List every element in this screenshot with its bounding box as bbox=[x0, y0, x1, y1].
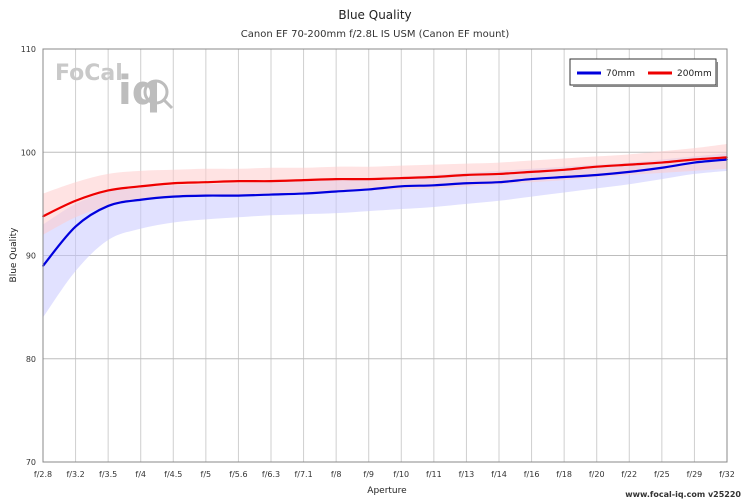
data-point-200mm bbox=[628, 163, 631, 166]
x-tick-label: f/6.3 bbox=[262, 470, 280, 479]
plot-frame bbox=[42, 48, 728, 463]
band-200mm bbox=[43, 143, 727, 235]
legend: 70mm 200mm bbox=[569, 58, 718, 87]
x-tick-label: f/2.8 bbox=[34, 470, 52, 479]
logo-iq-text: iq bbox=[118, 68, 160, 114]
y-tick-label: 80 bbox=[26, 355, 36, 364]
x-tick-label: f/11 bbox=[426, 470, 442, 479]
chart-title: Blue Quality bbox=[338, 8, 411, 22]
x-tick-label: f/4 bbox=[135, 470, 146, 479]
x-tick-label: f/3.5 bbox=[99, 470, 117, 479]
data-point-70mm bbox=[139, 198, 142, 201]
x-tick-label: f/16 bbox=[524, 470, 540, 479]
legend-shadow-bottom bbox=[573, 85, 718, 87]
series-line-200mm bbox=[42, 156, 728, 218]
data-point-70mm bbox=[563, 176, 566, 178]
data-point-200mm bbox=[139, 185, 142, 188]
data-point-200mm bbox=[432, 176, 435, 178]
data-point-200mm bbox=[367, 178, 370, 180]
data-point-70mm bbox=[172, 195, 175, 198]
y-tick-labels: 70 80 90 100 110 bbox=[21, 45, 36, 467]
data-point-70mm bbox=[628, 170, 631, 173]
x-axis-label: Aperture bbox=[367, 486, 407, 496]
logo-lens-handle bbox=[162, 98, 174, 110]
x-tick-label: f/32 bbox=[719, 470, 735, 479]
data-point-200mm bbox=[400, 177, 403, 179]
legend-label-70mm: 70mm bbox=[606, 69, 635, 79]
data-point-200mm bbox=[563, 168, 566, 171]
y-tick-label: 100 bbox=[21, 148, 36, 157]
y-tick-label: 70 bbox=[26, 458, 36, 467]
data-point-200mm bbox=[595, 165, 598, 168]
logo-lens-icon bbox=[143, 79, 169, 105]
data-point-200mm bbox=[660, 161, 663, 164]
series-line-70mm bbox=[42, 158, 728, 267]
data-point-200mm bbox=[74, 199, 77, 202]
x-tick-label: f/8 bbox=[331, 470, 342, 479]
data-point-70mm bbox=[302, 192, 305, 195]
data-point-200mm bbox=[693, 158, 696, 161]
x-tick-label: f/22 bbox=[621, 470, 637, 479]
x-tick-label: f/5.6 bbox=[229, 470, 247, 479]
data-point-200mm bbox=[530, 170, 533, 173]
x-tick-label: f/18 bbox=[556, 470, 572, 479]
data-point-200mm bbox=[237, 180, 240, 183]
data-point-70mm bbox=[400, 185, 403, 188]
x-tick-label: f/25 bbox=[654, 470, 670, 479]
y-axis-label: Blue Quality bbox=[9, 227, 19, 283]
x-tick-labels: f/2.8 f/3.2 f/3.5 f/4 f/4.5 f/5 f/5.6 f/6.3 f/7.… bbox=[34, 470, 735, 479]
data-point-70mm bbox=[432, 184, 435, 187]
x-tick-label: f/13 bbox=[459, 470, 475, 479]
data-point-200mm bbox=[465, 174, 468, 176]
y-tick-label: 90 bbox=[26, 252, 36, 261]
data-point-70mm bbox=[270, 193, 272, 196]
x-tick-label: f/14 bbox=[491, 470, 507, 479]
data-point-70mm bbox=[204, 194, 207, 197]
data-point-70mm bbox=[595, 174, 598, 176]
data-point-200mm bbox=[498, 173, 500, 175]
x-tick-label: f/20 bbox=[589, 470, 605, 479]
data-point-70mm bbox=[335, 190, 338, 193]
footer-watermark: www.focal-iq.com v25220 bbox=[625, 490, 741, 499]
data-point-70mm bbox=[465, 182, 468, 185]
focal-iq-logo: FoCal iq bbox=[55, 61, 174, 114]
confidence-bands bbox=[43, 143, 727, 318]
data-point-70mm bbox=[107, 205, 110, 207]
data-point-200mm bbox=[204, 181, 207, 184]
x-tick-label: f/7.1 bbox=[294, 470, 312, 479]
data-point-70mm bbox=[237, 194, 240, 197]
logo-focal-text: FoCal bbox=[55, 61, 123, 86]
legend-label-200mm: 200mm bbox=[677, 69, 712, 79]
data-point-200mm bbox=[335, 178, 338, 180]
data-point-70mm bbox=[74, 225, 77, 228]
y-tick-label: 110 bbox=[21, 45, 36, 54]
legend-shadow-right bbox=[716, 62, 718, 87]
x-tick-label: f/4.5 bbox=[164, 470, 182, 479]
x-tick-label: f/5 bbox=[201, 470, 212, 479]
data-point-200mm bbox=[270, 180, 272, 183]
data-point-70mm bbox=[660, 166, 663, 169]
x-tick-label: f/10 bbox=[393, 470, 409, 479]
data-point-70mm bbox=[498, 181, 500, 184]
chart-subtitle: Canon EF 70-200mm f/2.8L IS USM (Canon E… bbox=[241, 29, 510, 40]
data-point-200mm bbox=[302, 179, 305, 182]
x-tick-label: f/9 bbox=[363, 470, 374, 479]
data-point-200mm bbox=[172, 182, 175, 185]
data-point-200mm bbox=[107, 189, 110, 192]
x-tick-label: f/3.2 bbox=[66, 470, 84, 479]
data-point-70mm bbox=[367, 188, 370, 191]
x-tick-label: f/29 bbox=[687, 470, 703, 479]
data-point-70mm bbox=[530, 178, 533, 180]
data-point-70mm bbox=[693, 161, 696, 164]
